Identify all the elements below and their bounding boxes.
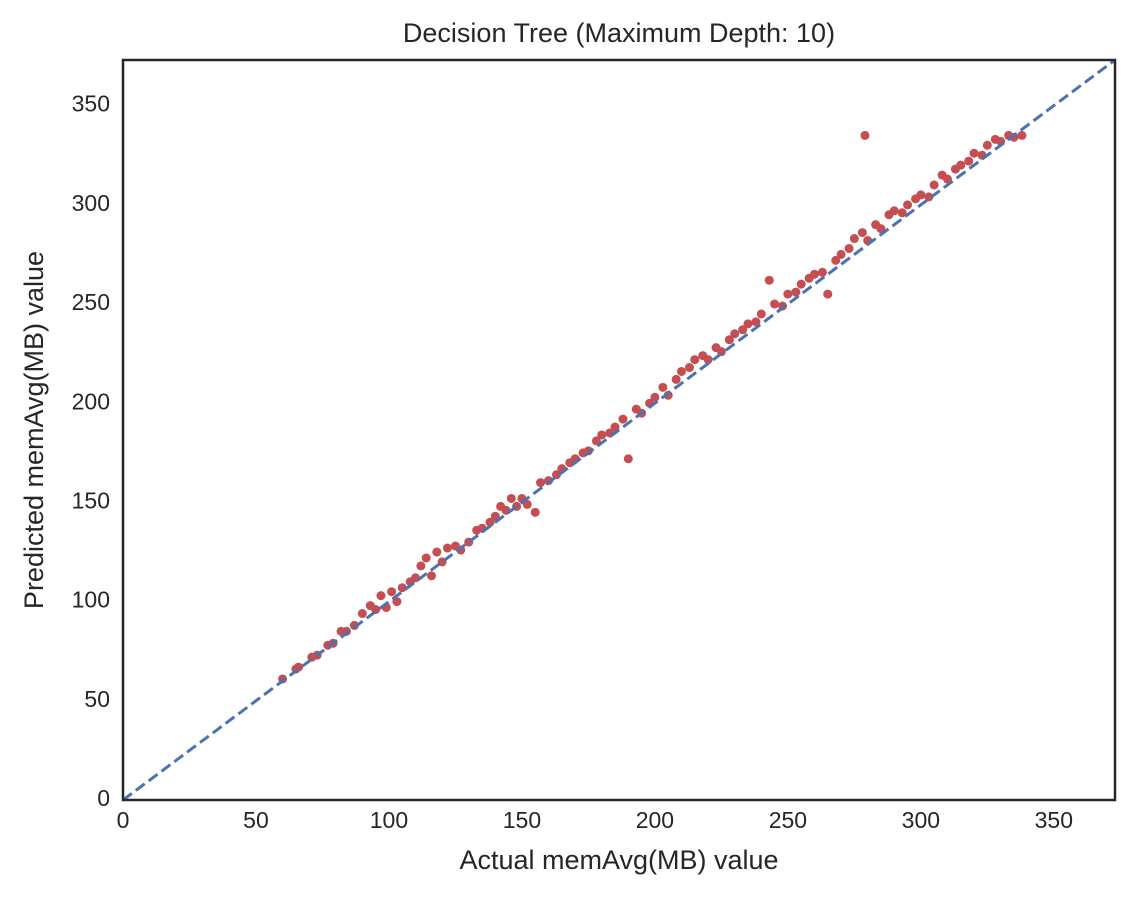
point: [791, 287, 801, 297]
x-tick-label: 50: [243, 807, 269, 833]
point: [730, 329, 740, 339]
point: [392, 597, 402, 607]
point: [522, 499, 532, 509]
point: [397, 583, 407, 593]
point: [536, 478, 546, 488]
x-tick-label: 100: [370, 807, 408, 833]
point: [929, 180, 939, 190]
point: [783, 289, 793, 299]
plot-frame: [121, 58, 1117, 802]
y-axis-label: Predicted memAvg(MB) value: [19, 251, 49, 609]
point: [817, 267, 827, 277]
point: [770, 299, 780, 309]
x-tick-label: 350: [1035, 807, 1073, 833]
x-axis-label: Actual memAvg(MB) value: [459, 845, 778, 875]
point: [823, 289, 833, 299]
point: [490, 511, 500, 521]
point: [387, 587, 397, 597]
point: [591, 436, 601, 446]
y-tick-label: 200: [72, 388, 110, 414]
x-tick-label: 300: [902, 807, 940, 833]
point: [809, 269, 819, 279]
point: [751, 317, 761, 327]
y-tick-label: 300: [72, 190, 110, 216]
x-tick-label: 250: [769, 807, 807, 833]
point: [924, 192, 934, 202]
point: [796, 279, 806, 289]
point: [724, 335, 734, 345]
x-tick-label: 200: [636, 807, 674, 833]
point: [964, 156, 974, 166]
point: [684, 363, 694, 373]
x-tick-label: 0: [117, 807, 130, 833]
point: [876, 224, 886, 234]
point: [416, 561, 426, 571]
point: [836, 249, 846, 259]
point: [618, 414, 628, 424]
point: [610, 422, 620, 432]
chart-title: Decision Tree (Maximum Depth: 10): [403, 18, 835, 48]
y-tick-label: 50: [84, 686, 110, 712]
y-tick-label: 100: [72, 587, 110, 613]
point: [597, 430, 607, 440]
point: [432, 547, 442, 557]
point: [897, 208, 907, 218]
point: [857, 228, 867, 238]
point: [889, 206, 899, 216]
point: [658, 382, 668, 392]
point: [1017, 130, 1027, 140]
point: [376, 591, 386, 601]
point: [738, 325, 748, 335]
point: [831, 255, 841, 265]
point: [916, 190, 926, 200]
reference-line: [122, 58, 1116, 802]
point: [756, 309, 766, 319]
point: [411, 573, 421, 583]
y-tick-label: 250: [72, 289, 110, 315]
point: [671, 374, 681, 384]
point: [743, 319, 753, 329]
point: [357, 609, 367, 619]
point: [506, 493, 516, 503]
point: [485, 517, 495, 527]
point: [849, 234, 859, 244]
point: [442, 543, 452, 553]
point: [530, 507, 540, 517]
point: [650, 392, 660, 402]
point: [623, 454, 633, 464]
y-tick-label: 150: [72, 487, 110, 513]
point: [860, 130, 870, 140]
y-tick-label: 0: [97, 785, 110, 811]
point: [982, 140, 992, 150]
x-tick-label: 150: [503, 807, 541, 833]
point: [942, 174, 952, 184]
point: [903, 200, 913, 210]
point: [956, 160, 966, 170]
point: [844, 243, 854, 253]
point: [690, 355, 700, 365]
point: [764, 275, 774, 285]
point: [349, 620, 359, 630]
point: [427, 571, 437, 581]
point: [969, 148, 979, 158]
point: [676, 366, 686, 376]
point: [703, 355, 713, 365]
point: [421, 553, 431, 563]
y-tick-label: 350: [72, 91, 110, 117]
